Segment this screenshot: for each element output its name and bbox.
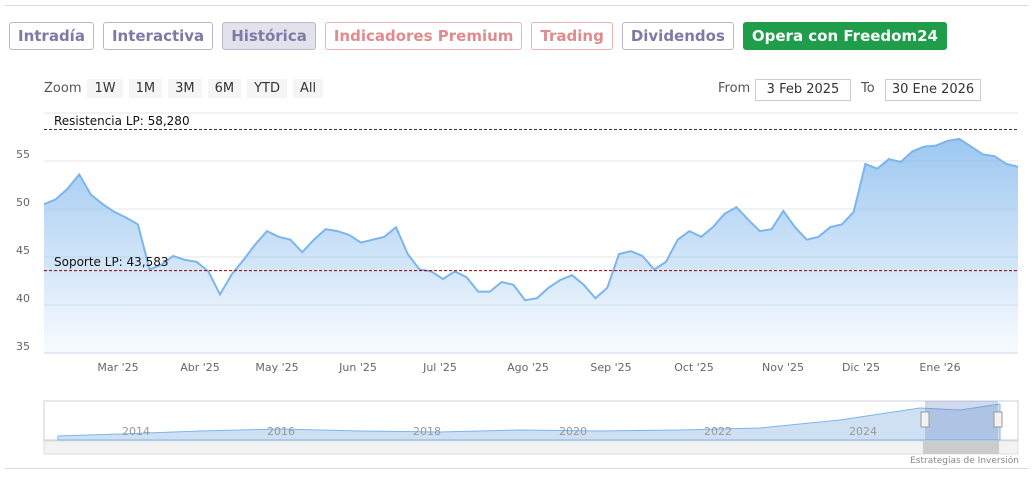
x-tick-label: May '25 <box>255 361 298 374</box>
from-label: From <box>718 81 751 96</box>
zoom: Zoom 1W 1M 3M 6M YTD All <box>44 79 324 98</box>
tab[interactable]: Histórica <box>222 22 316 50</box>
area-fill <box>44 138 1018 353</box>
navigator-handle[interactable] <box>993 411 1003 428</box>
scrollbar-thumb[interactable] <box>923 441 999 454</box>
tab[interactable]: Indicadores Premium <box>324 22 523 50</box>
to-input[interactable]: 30 Ene 2026 <box>885 79 981 101</box>
x-tick-label: Ago '25 <box>507 361 549 374</box>
y-tick-label: 50 <box>16 196 30 209</box>
y-tick-label: 35 <box>16 340 30 353</box>
navigator-label: 2018 <box>413 425 441 438</box>
tab[interactable]: Intradía <box>9 22 94 50</box>
tab[interactable]: Opera con Freedom24 <box>742 22 947 50</box>
navigator-label: 2014 <box>122 425 150 438</box>
bottom-rule <box>5 468 1029 469</box>
navigator-mask <box>925 401 998 440</box>
x-tick-label: Jul '25 <box>422 361 457 374</box>
zoom-button[interactable]: All <box>293 79 324 98</box>
scrollbar[interactable] <box>43 440 1019 455</box>
top-rule <box>5 5 1029 6</box>
zoom-button[interactable]: 6M <box>207 79 242 98</box>
x-tick-label: Oct '25 <box>674 361 714 374</box>
plot-line-label: Resistencia LP: 58,280 <box>54 114 190 128</box>
y-tick-label: 45 <box>16 244 30 257</box>
zoom-button[interactable]: 3M <box>168 79 202 98</box>
to-label: To <box>861 81 875 96</box>
zoom-button[interactable]: 1W <box>87 79 123 98</box>
x-tick-label: Dic '25 <box>842 361 880 374</box>
x-tick-label: Jun '25 <box>338 361 377 374</box>
x-tick-label: Sep '25 <box>590 361 631 374</box>
from-input[interactable]: 3 Feb 2025 <box>755 79 851 101</box>
y-tick-label: 55 <box>16 148 30 161</box>
x-tick-label: Mar '25 <box>97 361 138 374</box>
x-tick-label: Abr '25 <box>180 361 220 374</box>
tabs: Intradía Interactiva Histórica Indicador… <box>9 22 947 50</box>
series-line <box>43 137 1019 302</box>
x-tick-label: Nov '25 <box>762 361 804 374</box>
zoom-button[interactable]: YTD <box>247 79 288 98</box>
y-tick-label: 40 <box>16 292 30 305</box>
tab[interactable]: Dividendos <box>621 22 734 50</box>
x-tick-label: Ene '26 <box>919 361 960 374</box>
credits: Estrategias de Inversión <box>910 456 1019 466</box>
navigator-label: 2020 <box>559 425 587 438</box>
navigator-label: 2016 <box>267 425 295 438</box>
navigator-label: 2024 <box>849 425 877 438</box>
navigator-handle[interactable] <box>920 411 930 428</box>
plot-line-label: Soporte LP: 43,583 <box>54 255 169 269</box>
navigator-label: 2022 <box>704 425 732 438</box>
zoom-button[interactable]: 1M <box>128 79 163 98</box>
tab[interactable]: Interactiva <box>102 22 214 50</box>
tab[interactable]: Trading <box>531 22 613 50</box>
navigator <box>43 400 1019 455</box>
navigator-series <box>57 403 1001 441</box>
zoom-label: Zoom <box>44 81 82 96</box>
